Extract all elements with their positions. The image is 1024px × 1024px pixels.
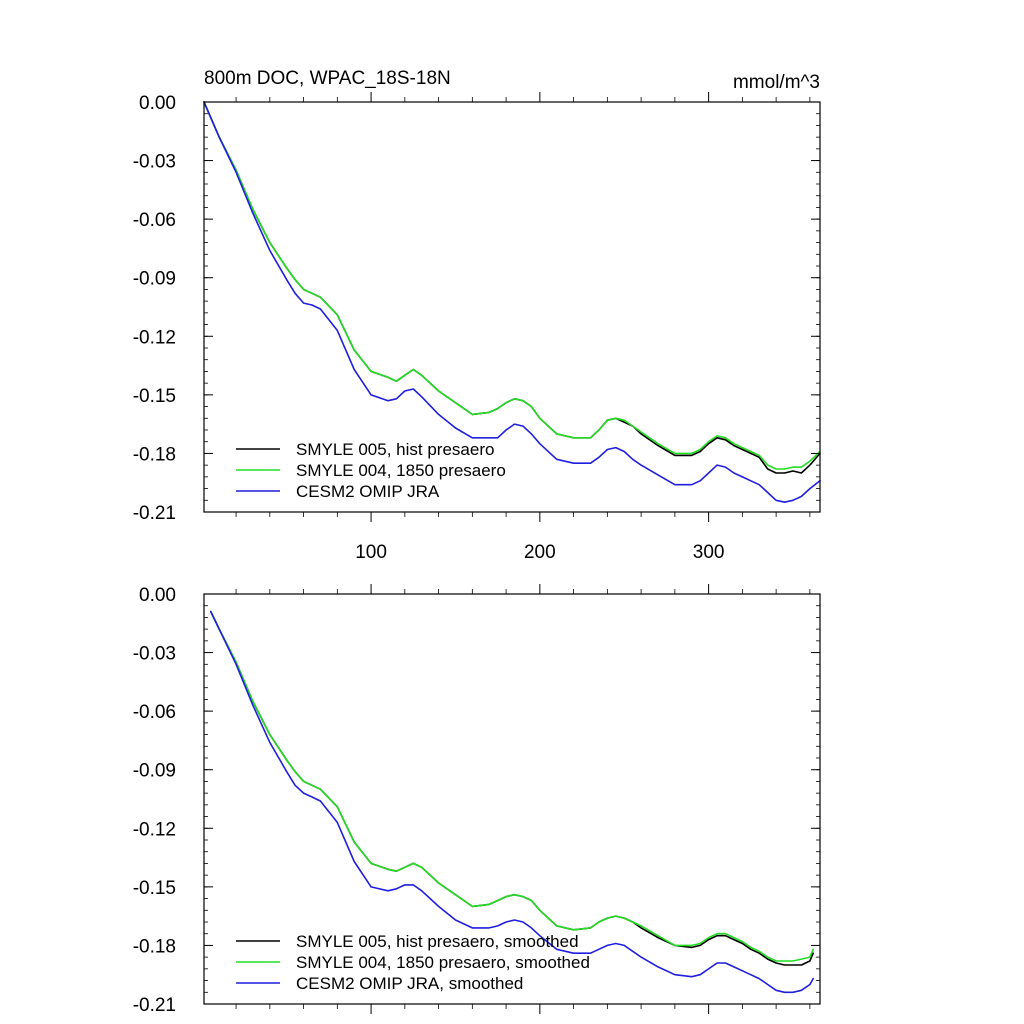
series-line-3 — [203, 101, 821, 504]
y-tick-label: 0.00 — [139, 93, 176, 114]
y-tick-label: -0.03 — [133, 644, 176, 665]
y-tick-label: -0.15 — [133, 386, 176, 407]
y-tick-label: -0.15 — [133, 878, 176, 899]
y-tick-label: -0.09 — [133, 269, 176, 290]
y-tick-label: -0.21 — [133, 503, 176, 524]
y-tick-label: -0.12 — [133, 819, 176, 840]
plot-title: 800m DOC, WPAC_18S-18N — [204, 68, 451, 89]
y-tick-label: -0.09 — [133, 761, 176, 782]
plot-frame — [203, 101, 821, 513]
series-line-3 — [210, 610, 815, 994]
y-tick-label: -0.21 — [133, 995, 176, 1016]
legend-label: CESM2 OMIP JRA — [296, 482, 440, 501]
x-tick-label: 200 — [524, 542, 556, 563]
legend-label: SMYLE 005, hist presaero — [296, 440, 494, 459]
units-label: mmol/m^3 — [733, 72, 820, 93]
plot-frame — [203, 593, 821, 1005]
y-tick-label: -0.12 — [133, 327, 176, 348]
x-tick-label: 100 — [355, 542, 387, 563]
x-tick-label: 300 — [693, 542, 725, 563]
y-tick-label: -0.18 — [133, 936, 176, 957]
bottom-panel: 0.00-0.03-0.06-0.09-0.12-0.15-0.18-0.21 … — [133, 584, 821, 1016]
y-tick-label: -0.18 — [133, 444, 176, 465]
y-tick-label: 0.00 — [139, 585, 176, 606]
legend-label: SMYLE 004, 1850 presaero — [296, 461, 506, 480]
series-line-2 — [203, 101, 821, 470]
y-tick-label: -0.06 — [133, 702, 176, 723]
legend-label: SMYLE 005, hist presaero, smoothed — [296, 932, 579, 951]
legend-label: CESM2 OMIP JRA, smoothed — [296, 974, 523, 993]
legend-label: SMYLE 004, 1850 presaero, smoothed — [296, 953, 590, 972]
y-tick-label: -0.03 — [133, 152, 176, 173]
legend: SMYLE 005, hist presaero SMYLE 004, 1850 … — [236, 440, 506, 501]
top-panel: 800m DOC, WPAC_18S-18N mmol/m^3 0.00 -0.0… — [133, 68, 821, 563]
series-line-2 — [210, 610, 815, 962]
legend: SMYLE 005, hist presaero, smoothed SMYLE … — [236, 932, 590, 993]
y-tick-label: -0.06 — [133, 210, 176, 231]
